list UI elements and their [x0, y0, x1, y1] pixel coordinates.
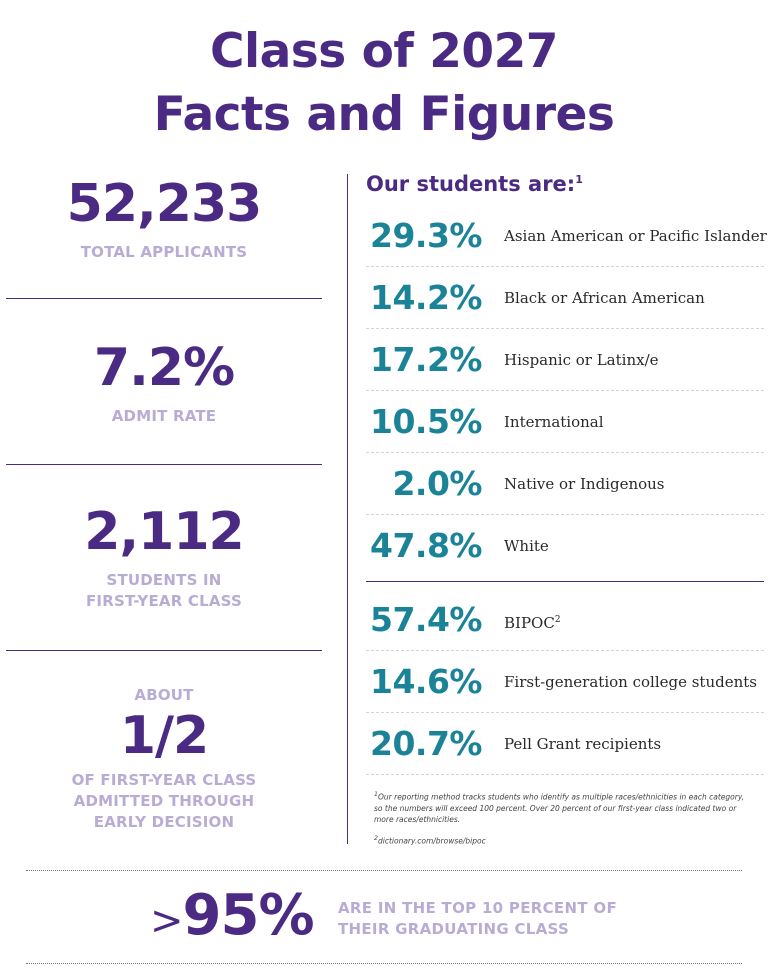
stat-value: 7.2%: [93, 338, 235, 398]
divider: [6, 464, 322, 465]
demographic-percent: 2.0%: [392, 464, 482, 503]
demographic-percent: 57.4%: [370, 600, 483, 639]
demographic-row: 14.2% Black or African American: [366, 267, 764, 329]
bottom-caption-line2: THEIR GRADUATING CLASS: [338, 920, 570, 938]
demographic-row: 20.7% Pell Grant recipients: [366, 713, 764, 775]
demographic-label: BIPOC2: [504, 614, 561, 632]
footnote-1: 1Our reporting method tracks students wh…: [374, 791, 745, 824]
stat-caption: ADMIT RATE: [111, 407, 217, 425]
demographic-label: First-generation college students: [504, 673, 757, 691]
row-separator: [366, 514, 764, 515]
dotted-divider: [26, 963, 742, 964]
demographic-label: Pell Grant recipients: [504, 735, 662, 753]
stat-class-size: 2,112 STUDENTS IN FIRST-YEAR CLASS: [0, 502, 328, 612]
bottom-caption: ARE IN THE TOP 10 PERCENT OF THEIR GRADU…: [338, 898, 617, 940]
page-title-line2: Facts and Figures: [153, 87, 615, 142]
divider: [6, 298, 322, 299]
stat-caption-line3: EARLY DECISION: [93, 813, 235, 831]
footnote-ref: 2: [554, 615, 561, 625]
demographic-row: 57.4% BIPOC2: [366, 589, 764, 651]
page-title-line1: Class of 2027: [209, 24, 559, 79]
row-separator: [366, 452, 764, 453]
row-separator: [366, 712, 764, 713]
section-divider: [366, 581, 764, 582]
stat-applicants: 52,233 TOTAL APPLICANTS: [0, 174, 328, 263]
demographic-row: 47.8% White: [366, 515, 764, 577]
demographic-row: 10.5% International: [366, 391, 764, 453]
divider: [6, 650, 322, 651]
stat-caption: TOTAL APPLICANTS: [80, 243, 248, 261]
demographic-percent: 29.3%: [370, 216, 483, 255]
footnote-2: 2dictionary.com/browse/bipoc: [374, 834, 486, 846]
demographic-label: White: [504, 537, 549, 555]
stat-caption-line1: OF FIRST-YEAR CLASS: [71, 771, 257, 789]
dotted-divider: [26, 870, 742, 871]
greater-than-symbol: >: [150, 898, 184, 944]
demographic-percent: 47.8%: [370, 526, 483, 565]
footnotes: 1Our reporting method tracks students wh…: [374, 789, 754, 854]
stat-caption-line1: STUDENTS IN: [106, 571, 222, 589]
demographic-row: 14.6% First-generation college students: [366, 651, 764, 713]
stat-caption-line2: FIRST-YEAR CLASS: [85, 592, 243, 610]
demographic-row: 2.0% Native or Indigenous: [366, 453, 764, 515]
demographic-percent: 14.2%: [370, 278, 483, 317]
demographic-label: Hispanic or Latinx/e: [504, 351, 659, 369]
demographics-heading: Our students are:1: [366, 172, 583, 196]
row-separator: [366, 650, 764, 651]
row-separator: [366, 390, 764, 391]
bottom-stat: >95%: [150, 883, 315, 953]
demographic-label: Black or African American: [504, 289, 705, 307]
column-divider: [347, 174, 348, 844]
bottom-stat-value: 95%: [182, 883, 315, 948]
footnote-ref: 1: [575, 173, 583, 186]
demographic-percent: 14.6%: [370, 662, 483, 701]
row-separator: [366, 266, 764, 267]
demographic-row: 29.3% Asian American or Pacific Islander: [366, 205, 767, 267]
demographic-percent: 10.5%: [370, 402, 483, 441]
stat-early-decision: ABOUT 1/2 OF FIRST-YEAR CLASS ADMITTED T…: [0, 685, 328, 833]
demographic-percent: 20.7%: [370, 724, 483, 763]
stat-caption-line2: ADMITTED THROUGH: [73, 792, 255, 810]
stat-admit-rate: 7.2% ADMIT RATE: [0, 338, 328, 427]
row-separator: [366, 328, 764, 329]
bottom-caption-line1: ARE IN THE TOP 10 PERCENT OF: [338, 899, 617, 917]
stat-value: 52,233: [66, 174, 263, 234]
stat-pre: ABOUT: [134, 686, 194, 704]
stat-value: 1/2: [119, 706, 209, 766]
demographic-label: International: [504, 413, 604, 431]
demographic-label: Asian American or Pacific Islander: [504, 227, 767, 245]
stat-value: 2,112: [84, 502, 244, 562]
demographic-row: 17.2% Hispanic or Latinx/e: [366, 329, 764, 391]
row-separator: [366, 774, 764, 775]
demographic-label: Native or Indigenous: [504, 475, 665, 493]
demographic-percent: 17.2%: [370, 340, 483, 379]
